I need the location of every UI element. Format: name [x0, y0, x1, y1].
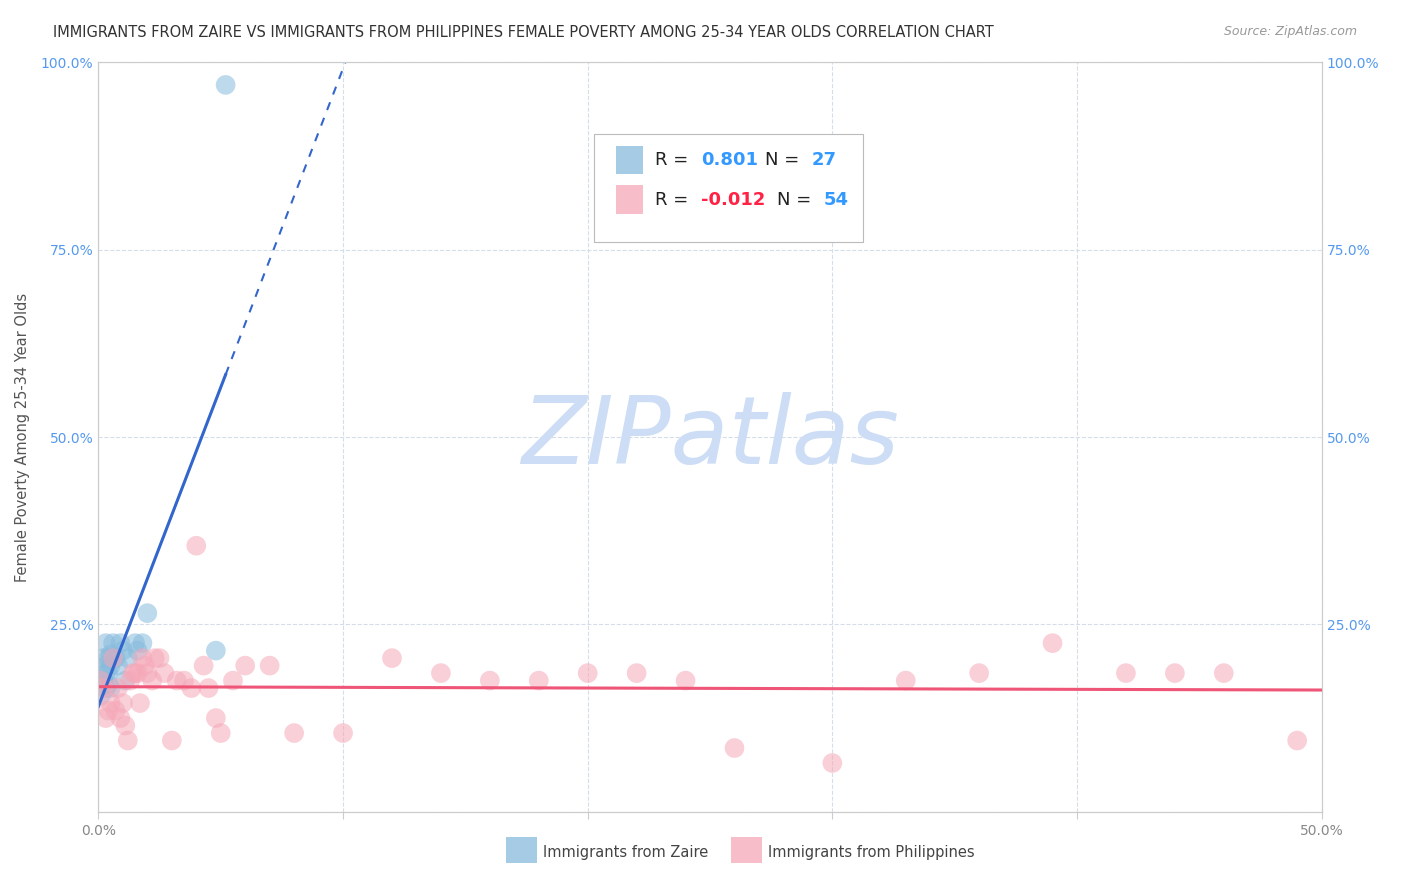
- Point: [283, 726, 305, 740]
- Point: [94, 658, 117, 673]
- Point: [576, 666, 599, 681]
- Point: [110, 711, 132, 725]
- Point: [107, 681, 129, 695]
- Point: [107, 658, 129, 673]
- Point: [967, 666, 990, 681]
- Point: [723, 741, 745, 756]
- Point: [121, 666, 143, 681]
- Point: [117, 733, 139, 747]
- Text: R =: R =: [655, 191, 695, 209]
- Bar: [616, 145, 643, 174]
- Point: [97, 704, 120, 718]
- Point: [166, 673, 188, 688]
- Point: [205, 643, 228, 657]
- Point: [1286, 733, 1309, 747]
- Point: [101, 636, 124, 650]
- Point: [124, 636, 146, 650]
- Point: [101, 651, 124, 665]
- Point: [100, 648, 122, 662]
- Point: [111, 696, 134, 710]
- Text: Immigrants from Philippines: Immigrants from Philippines: [768, 846, 974, 860]
- Point: [259, 658, 281, 673]
- Point: [149, 651, 172, 665]
- Point: [129, 696, 152, 710]
- Text: IMMIGRANTS FROM ZAIRE VS IMMIGRANTS FROM PHILIPPINES FEMALE POVERTY AMONG 25-34 : IMMIGRANTS FROM ZAIRE VS IMMIGRANTS FROM…: [53, 25, 994, 40]
- Point: [97, 651, 120, 665]
- Point: [124, 666, 146, 681]
- Point: [1042, 636, 1064, 650]
- Point: [381, 651, 404, 665]
- Point: [136, 666, 159, 681]
- Point: [1212, 666, 1234, 681]
- Point: [114, 718, 136, 732]
- Point: [197, 681, 219, 695]
- Point: [100, 681, 122, 695]
- Point: [209, 726, 232, 740]
- Bar: [616, 186, 643, 214]
- Point: [894, 673, 917, 688]
- Text: 0.801: 0.801: [702, 151, 758, 169]
- Point: [233, 658, 256, 673]
- Text: 54: 54: [824, 191, 849, 209]
- Point: [205, 711, 228, 725]
- Point: [193, 658, 215, 673]
- Point: [117, 651, 139, 665]
- Point: [430, 666, 453, 681]
- Point: [91, 681, 114, 695]
- Text: Immigrants from Zaire: Immigrants from Zaire: [543, 846, 709, 860]
- Point: [91, 673, 114, 688]
- Point: [131, 636, 153, 650]
- Point: [134, 658, 156, 673]
- Point: [114, 673, 136, 688]
- Text: N =: N =: [765, 151, 806, 169]
- Text: 27: 27: [811, 151, 837, 169]
- Text: R =: R =: [655, 151, 695, 169]
- Point: [97, 666, 120, 681]
- Point: [143, 651, 166, 665]
- Point: [131, 651, 153, 665]
- Point: [97, 677, 120, 691]
- FancyBboxPatch shape: [593, 134, 863, 243]
- Point: [100, 696, 122, 710]
- Point: [94, 711, 117, 725]
- Point: [120, 673, 142, 688]
- Point: [136, 606, 159, 620]
- Point: [110, 636, 132, 650]
- Point: [104, 704, 127, 718]
- Point: [527, 673, 550, 688]
- Point: [104, 651, 127, 665]
- Point: [94, 636, 117, 650]
- Point: [675, 673, 697, 688]
- Point: [1115, 666, 1137, 681]
- Point: [180, 681, 202, 695]
- Text: ZIPatlas: ZIPatlas: [522, 392, 898, 483]
- Point: [94, 666, 117, 681]
- Point: [127, 666, 149, 681]
- Point: [94, 681, 117, 695]
- Point: [160, 733, 183, 747]
- Point: [141, 673, 163, 688]
- Point: [1164, 666, 1187, 681]
- Point: [91, 651, 114, 665]
- Point: [100, 658, 122, 673]
- Point: [153, 666, 176, 681]
- Point: [821, 756, 844, 770]
- Point: [214, 78, 236, 92]
- Point: [173, 673, 195, 688]
- Point: [101, 651, 124, 665]
- Point: [90, 673, 112, 688]
- Y-axis label: Female Poverty Among 25-34 Year Olds: Female Poverty Among 25-34 Year Olds: [15, 293, 30, 582]
- Point: [332, 726, 354, 740]
- Point: [90, 689, 112, 703]
- Text: -0.012: -0.012: [702, 191, 766, 209]
- Point: [478, 673, 501, 688]
- Point: [222, 673, 245, 688]
- Point: [111, 643, 134, 657]
- Point: [186, 539, 208, 553]
- Point: [626, 666, 648, 681]
- Text: Source: ZipAtlas.com: Source: ZipAtlas.com: [1223, 25, 1357, 38]
- Text: N =: N =: [778, 191, 817, 209]
- Point: [127, 643, 149, 657]
